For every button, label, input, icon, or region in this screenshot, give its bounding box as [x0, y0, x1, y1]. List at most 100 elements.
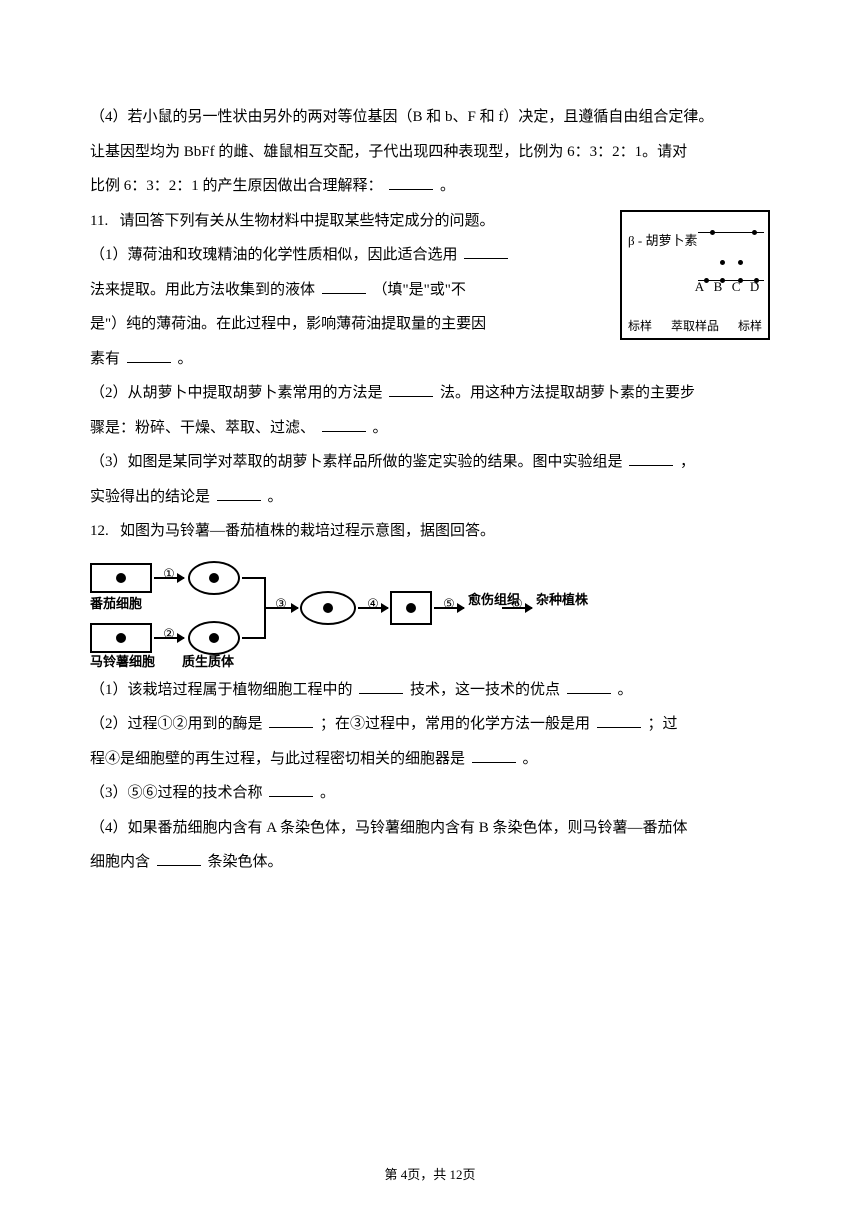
q12-4b-post: 条染色体。 [208, 854, 283, 870]
q12-3-post: 。 [320, 785, 335, 801]
nucleus-icon [209, 633, 219, 643]
lane-labels: A B C D [682, 272, 772, 302]
num-6: ⑥ [511, 589, 523, 619]
tomato-label: 番茄细胞 [90, 597, 142, 611]
q11-2a: （2）从胡萝卜中提取胡萝卜素常用的方法是 [90, 385, 383, 401]
footer-mid: 页，共 [407, 1167, 449, 1182]
arrow-2: ② [154, 637, 184, 639]
q12-2a-mid: ；在③过程中，常用的化学方法一般是用 [320, 716, 590, 732]
blank [472, 748, 516, 763]
q12-num: 12. [90, 523, 109, 539]
tomato-cell [90, 563, 152, 593]
potato-cell [90, 623, 152, 653]
btm-left: 标样 [628, 320, 652, 333]
blank [269, 782, 313, 797]
blank [464, 244, 508, 259]
potato-label: 马铃薯细胞 [90, 655, 155, 669]
nucleus-icon [209, 573, 219, 583]
tlc-dot [738, 260, 743, 265]
q11-3a: （3）如图是某同学对萃取的胡萝卜素样品所做的鉴定实验的结果。图中实验组是 [90, 454, 623, 470]
footer-pre: 第 [384, 1167, 400, 1182]
tlc-dot [720, 260, 725, 265]
blank [269, 713, 313, 728]
q12-1-mid: 技术，这一技术的优点 [410, 682, 560, 698]
q12-1-post: 。 [618, 682, 633, 698]
lane-d: D [750, 272, 759, 302]
bottom-labels: 标样 萃取样品 标样 [622, 320, 768, 333]
arrow-1: ① [154, 577, 184, 579]
footer-post: 页 [463, 1167, 476, 1182]
merge-line [242, 577, 264, 579]
q10-4-line3: 比例 6：3：2：1 的产生原因做出合理解释： 。 [90, 169, 770, 204]
q12-2a-post: ；过 [648, 716, 678, 732]
num-5: ⑤ [443, 589, 455, 619]
q11-2b-pre: 骤是：粉碎、干燥、萃取、过滤、 [90, 420, 315, 436]
q11-1b-pre: 法来提取。用此方法收集到的液体 [90, 282, 315, 298]
q11-stem: 请回答下列有关从生物材料中提取某些特定成分的问题。 [119, 213, 494, 229]
q11-3b-pre: 实验得出的结论是 [90, 489, 210, 505]
protoplast-label: 质生质体 [182, 655, 234, 669]
blank [127, 348, 171, 363]
page-footer: 第 4页，共 12页 [0, 1160, 860, 1190]
protoplast-top [188, 561, 240, 595]
q11-3b-post: 。 [268, 489, 283, 505]
beta-carotene-label: β - 胡萝卜素 [628, 226, 697, 256]
arrow-6: ⑥ [502, 607, 532, 609]
blank [629, 451, 673, 466]
nucleus-icon [406, 603, 416, 613]
btm-mid: 萃取样品 [671, 320, 719, 333]
q10-4-line3-pre: 比例 6：3：2：1 的产生原因做出合理解释： [90, 178, 383, 194]
q10-4-line3-post: 。 [440, 178, 455, 194]
lane-c: C [732, 272, 741, 302]
nucleus-icon [323, 603, 333, 613]
q11-2b-post: 。 [373, 420, 388, 436]
footer-total: 12 [450, 1167, 463, 1182]
btm-right: 标样 [738, 320, 762, 333]
blank [359, 679, 403, 694]
tlc-dot [710, 230, 715, 235]
tlc-figure: β - 胡萝卜素 A B C D 标样 萃取样品 标样 [620, 210, 770, 340]
q10-4-line2: 让基因型均为 BbFf 的雌、雄鼠相互交配，子代出现四种表现型，比例为 6：3：… [90, 135, 770, 170]
blank [217, 486, 261, 501]
num-3: ③ [275, 589, 287, 619]
q12-2b-post: 。 [523, 751, 538, 767]
num-2: ② [163, 619, 175, 649]
q12-1-pre: （1）该栽培过程属于植物细胞工程中的 [90, 682, 353, 698]
q12-3-pre: （3）⑤⑥过程的技术合称 [90, 785, 263, 801]
num-4: ④ [367, 589, 379, 619]
num-1: ① [163, 559, 175, 589]
blank [157, 851, 201, 866]
q12-2b-pre: 程④是细胞壁的再生过程，与此过程密切相关的细胞器是 [90, 751, 465, 767]
q11-num: 11. [90, 213, 108, 229]
blank [322, 417, 366, 432]
blank [322, 279, 366, 294]
fusion-diagram: 番茄细胞 马铃薯细胞 ① ② 质生质体 ③ ④ ⑤ 愈伤组织 ⑥ 杂种植株 [90, 557, 770, 667]
protoplast-bottom [188, 621, 240, 655]
nucleus-icon [116, 633, 126, 643]
q11-2a-mid: 法。用这种方法提取胡萝卜素的主要步 [440, 385, 695, 401]
q12-stem: 如图为马铃薯—番茄植株的栽培过程示意图，据图回答。 [120, 523, 495, 539]
q12-4a: （4）如果番茄细胞内含有 A 条染色体，马铃薯细胞内含有 B 条染色体，则马铃薯… [90, 811, 770, 846]
tlc-dot [752, 230, 757, 235]
q11-1d-pre: 素有 [90, 351, 120, 367]
hybrid-label: 杂种植株 [536, 593, 588, 607]
q12-2a-pre: （2）过程①②用到的酶是 [90, 716, 263, 732]
blank [389, 382, 433, 397]
arrow-5: ⑤ [434, 607, 464, 609]
merge-line [242, 637, 264, 639]
q12-4b-pre: 细胞内含 [90, 854, 150, 870]
walled-cell [390, 591, 432, 625]
blank [597, 713, 641, 728]
q11-1b-post: （填"是"或"不 [373, 282, 466, 298]
blank [567, 679, 611, 694]
nucleus-icon [116, 573, 126, 583]
arrow-4: ④ [358, 607, 388, 609]
lane-b: B [714, 272, 723, 302]
q11-1a: （1）薄荷油和玫瑰精油的化学性质相似，因此适合选用 [90, 247, 458, 263]
q11-3a-post: ， [680, 454, 695, 470]
fused-cell [300, 591, 356, 625]
lane-a: A [695, 272, 704, 302]
arrow-3: ③ [264, 607, 298, 609]
q10-4-line1: （4）若小鼠的另一性状由另外的两对等位基因（B 和 b、F 和 f）决定，且遵循… [90, 100, 770, 135]
blank [389, 175, 433, 190]
